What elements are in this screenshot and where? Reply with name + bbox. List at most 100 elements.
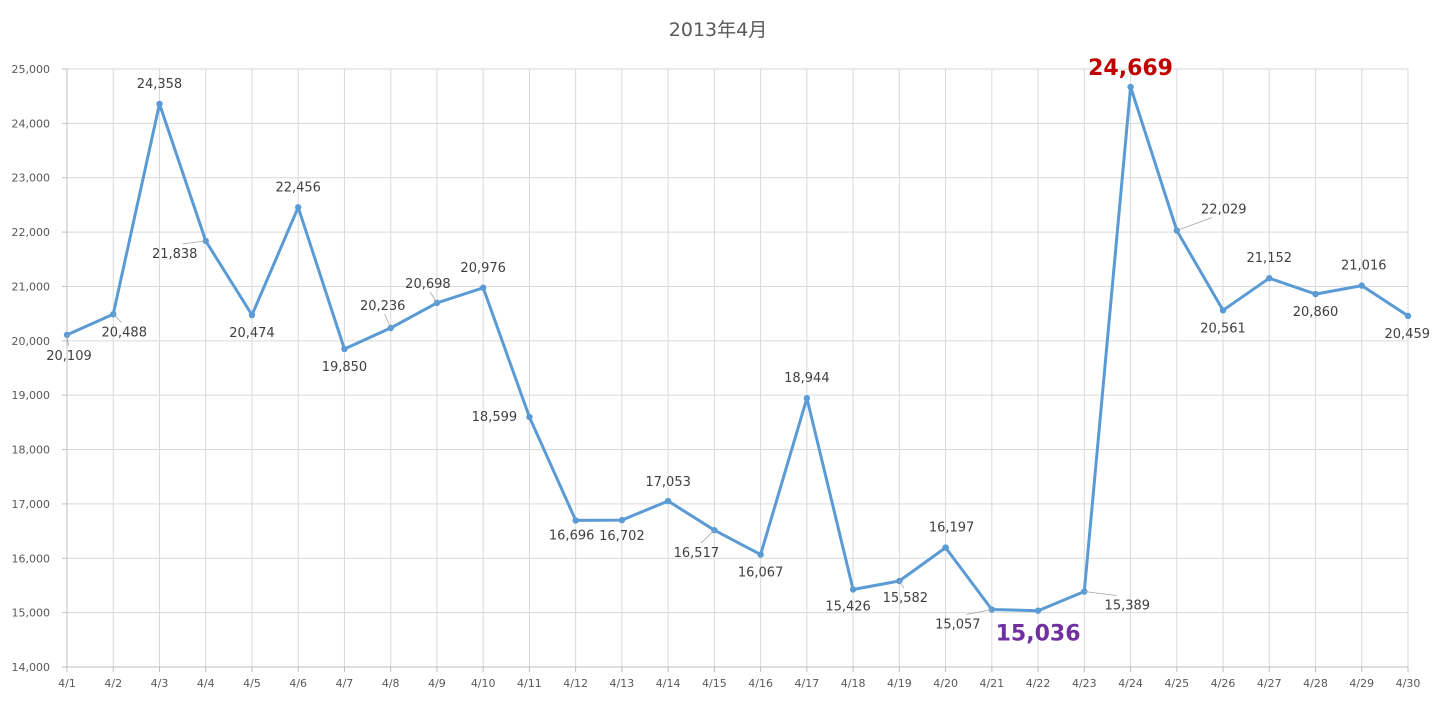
x-tick-label: 4/23: [1072, 677, 1097, 690]
data-label: 18,599: [472, 410, 518, 425]
x-tick-label: 4/13: [610, 677, 635, 690]
data-point: [1034, 607, 1042, 614]
data-label: 18,944: [784, 371, 830, 386]
x-tick-label: 4/17: [795, 677, 820, 690]
y-tick-label: 25,000: [12, 63, 51, 76]
x-tick-label: 4/18: [841, 677, 866, 690]
data-point: [664, 497, 672, 505]
data-label: 20,561: [1200, 321, 1246, 336]
data-label: 20,860: [1293, 305, 1339, 320]
data-label: 20,976: [460, 261, 506, 276]
x-tick-label: 4/14: [656, 677, 681, 690]
data-label-min: 15,036: [996, 622, 1081, 647]
x-tick-label: 4/15: [702, 677, 727, 690]
data-point: [757, 551, 764, 558]
y-tick-label: 22,000: [12, 226, 51, 239]
label-leader-line: [966, 609, 992, 615]
x-tick-label: 4/25: [1164, 677, 1189, 690]
x-tick-label: 4/3: [151, 677, 169, 690]
y-tick-label: 24,000: [12, 117, 51, 130]
data-point: [1266, 274, 1273, 282]
x-tick-label: 4/16: [748, 677, 773, 690]
data-label: 15,426: [825, 599, 871, 614]
data-point: [1127, 83, 1134, 91]
label-leader-line: [899, 580, 905, 589]
x-tick-label: 4/4: [197, 677, 215, 690]
y-tick-label: 16,000: [12, 552, 51, 565]
data-point: [1219, 307, 1227, 314]
y-tick-label: 19,000: [12, 389, 51, 402]
y-tick-label: 17,000: [12, 498, 51, 511]
data-label: 22,456: [275, 180, 321, 195]
y-tick-label: 20,000: [12, 335, 51, 348]
data-label: 15,582: [883, 591, 929, 606]
series-line: [65, 85, 1410, 613]
data-label: 16,696: [549, 528, 595, 543]
x-tick-label: 4/30: [1396, 677, 1421, 690]
data-point: [63, 331, 71, 339]
label-leader-line: [182, 240, 206, 245]
x-tick-label: 4/28: [1303, 677, 1328, 690]
x-tick-label: 4/24: [1118, 677, 1143, 690]
data-point: [1358, 282, 1365, 289]
x-tick-label: 4/5: [243, 677, 261, 690]
y-tick-label: 18,000: [12, 444, 51, 457]
data-label: 16,517: [674, 546, 720, 561]
x-tick-label: 4/9: [428, 677, 446, 690]
data-point: [479, 284, 487, 291]
x-tick-label: 4/12: [563, 677, 588, 690]
data-point: [572, 517, 579, 524]
label-leader-line: [66, 334, 69, 346]
x-tick-label: 4/26: [1211, 677, 1236, 690]
data-label: 21,838: [152, 247, 198, 262]
x-tick-label: 4/2: [104, 677, 122, 690]
data-label: 20,236: [360, 299, 406, 314]
x-tick-label: 4/20: [933, 677, 958, 690]
data-point: [341, 345, 348, 353]
data-label: 21,016: [1341, 259, 1387, 274]
data-label: 21,152: [1247, 251, 1293, 266]
data-label: 20,459: [1385, 327, 1431, 342]
x-tick-label: 4/10: [471, 677, 496, 690]
data-label: 20,474: [229, 326, 275, 341]
data-point: [295, 204, 302, 211]
data-label: 15,057: [935, 618, 981, 633]
data-label: 24,358: [137, 77, 183, 92]
series-layer: [63, 83, 1412, 614]
data-label: 20,109: [46, 349, 92, 364]
data-label: 20,488: [101, 325, 147, 340]
data-label: 19,850: [322, 360, 368, 375]
data-label: 15,389: [1105, 598, 1151, 613]
x-tick-label: 4/11: [517, 677, 542, 690]
y-tick-label: 23,000: [12, 172, 51, 185]
label-leader-line: [1176, 217, 1213, 231]
label-leader-line: [112, 314, 122, 323]
data-point: [849, 586, 857, 593]
data-label: 22,029: [1201, 203, 1247, 218]
data-point: [156, 100, 163, 108]
label-layer: 20,109 20,488 24,358 21,838 20,474 22,456 19,8…: [46, 56, 1430, 647]
label-leader-line: [700, 529, 715, 544]
y-tick-label: 21,000: [12, 280, 51, 293]
data-label: 16,702: [599, 529, 645, 544]
data-label: 17,053: [645, 475, 691, 490]
data-label: 16,197: [929, 521, 975, 536]
data-point: [942, 544, 949, 551]
x-tick-label: 4/21: [979, 677, 1004, 690]
x-tick-label: 4/6: [289, 677, 307, 690]
x-tick-label: 4/22: [1026, 677, 1051, 690]
axis-layer: 14,000 15,000 16,000 17,000 18,000 19,000 20,0…: [12, 63, 1421, 690]
data-point: [248, 311, 256, 319]
x-tick-label: 4/1: [58, 677, 76, 690]
data-point: [803, 395, 811, 402]
x-tick-label: 4/19: [887, 677, 912, 690]
data-point: [526, 413, 533, 421]
y-tick-label: 14,000: [12, 661, 51, 674]
x-tick-label: 4/8: [382, 677, 400, 690]
data-label: 16,067: [738, 566, 784, 581]
data-label-max: 24,669: [1088, 56, 1173, 81]
x-tick-label: 4/29: [1349, 677, 1374, 690]
y-tick-label: 15,000: [12, 607, 51, 620]
